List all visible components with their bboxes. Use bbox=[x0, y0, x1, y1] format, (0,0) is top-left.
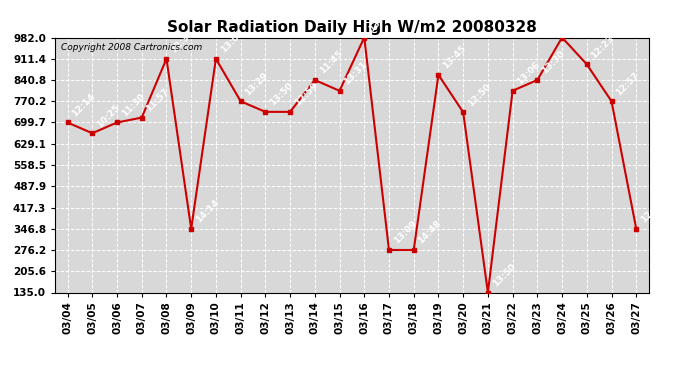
Text: 13:50: 13:50 bbox=[268, 81, 295, 108]
Text: 12:16: 12:16 bbox=[639, 198, 666, 225]
Text: 12:50: 12:50 bbox=[466, 81, 493, 108]
Text: 13:45: 13:45 bbox=[441, 44, 468, 70]
Text: 10:25: 10:25 bbox=[95, 102, 121, 129]
Text: 13:09: 13:09 bbox=[392, 219, 418, 246]
Text: 13:50: 13:50 bbox=[491, 262, 518, 288]
Text: 13:29: 13:29 bbox=[244, 70, 270, 97]
Text: 13:45: 13:45 bbox=[565, 7, 591, 33]
Text: 12:35: 12:35 bbox=[169, 28, 196, 55]
Text: 13:08: 13:08 bbox=[219, 28, 245, 55]
Text: 12:23: 12:23 bbox=[589, 33, 616, 60]
Text: 13:06: 13:06 bbox=[515, 60, 542, 87]
Text: 13:08: 13:08 bbox=[367, 7, 393, 33]
Text: 14:48: 14:48 bbox=[417, 219, 443, 246]
Text: 12:14: 12:14 bbox=[70, 92, 97, 118]
Text: 13:31: 13:31 bbox=[342, 60, 369, 87]
Text: 12:59: 12:59 bbox=[293, 81, 319, 108]
Text: 13:30: 13:30 bbox=[540, 50, 566, 76]
Text: 14:14: 14:14 bbox=[194, 198, 221, 225]
Text: 12:57: 12:57 bbox=[614, 70, 641, 97]
Text: 11:30: 11:30 bbox=[120, 92, 146, 118]
Text: 11:57: 11:57 bbox=[144, 87, 171, 113]
Text: 11:45: 11:45 bbox=[317, 49, 344, 76]
Text: Copyright 2008 Cartronics.com: Copyright 2008 Cartronics.com bbox=[61, 43, 202, 52]
Title: Solar Radiation Daily High W/m2 20080328: Solar Radiation Daily High W/m2 20080328 bbox=[167, 20, 537, 35]
